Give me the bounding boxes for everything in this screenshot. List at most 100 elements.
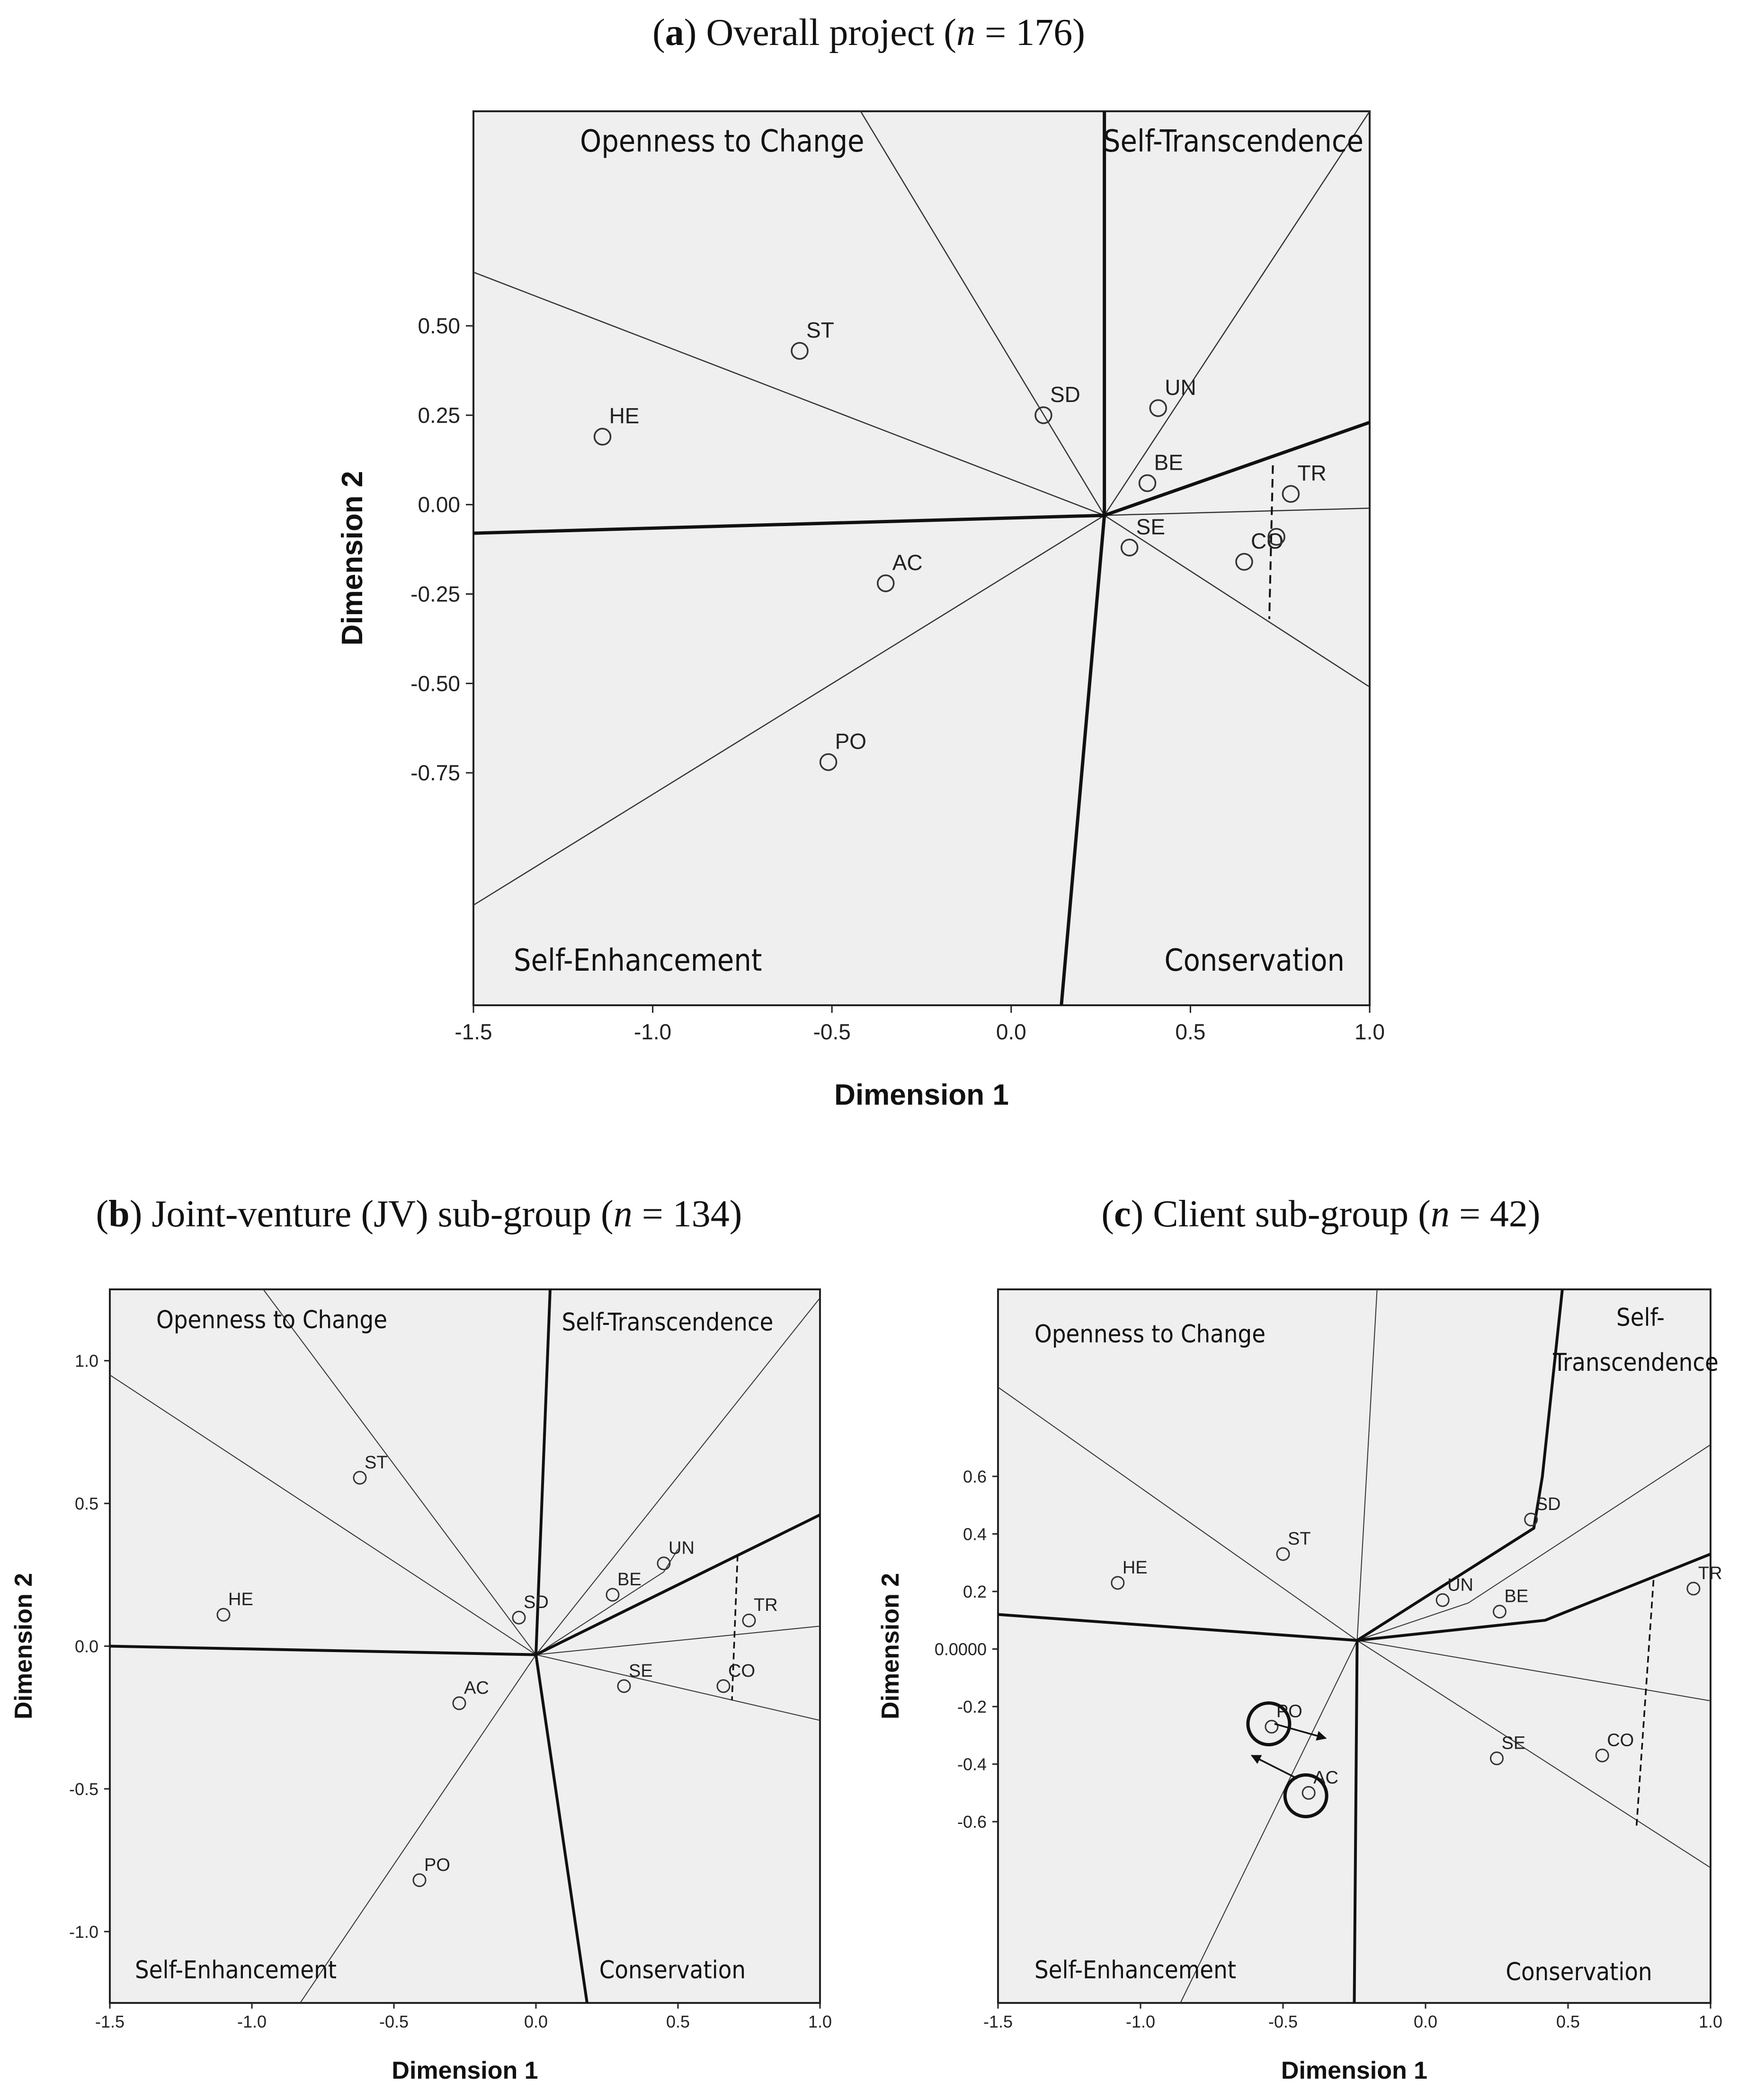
point-label-st: ST <box>1288 1529 1311 1549</box>
dashed-boundary <box>731 1555 739 1701</box>
point-ac <box>877 574 895 592</box>
boundary-line <box>998 1386 1358 1641</box>
point-ac <box>1301 1786 1316 1800</box>
point-label-he: HE <box>228 1590 253 1609</box>
plot-area <box>472 110 1371 1006</box>
point-sd <box>1524 1512 1538 1527</box>
quadrant-line <box>1357 1553 1711 1642</box>
quadrant-line <box>535 1654 588 2003</box>
y-axis-label: Dimension 2 <box>10 1573 37 1719</box>
quadrant-line <box>473 513 1105 535</box>
y-tick-label: 0.0000 <box>935 1640 987 1659</box>
x-tick-label: -1.5 <box>455 1019 492 1044</box>
point-st <box>791 342 809 360</box>
point-label-se: SE <box>1502 1733 1526 1753</box>
boundary-line <box>1104 508 1370 516</box>
point-label-co: CO <box>728 1661 755 1681</box>
x-tick-label: 1.0 <box>1699 2012 1722 2031</box>
point-label-sd: SD <box>524 1592 549 1612</box>
y-axis-label: Dimension 2 <box>877 1573 904 1719</box>
y-tick-label: 1.0 <box>75 1351 98 1371</box>
point-label-sd: SD <box>1536 1494 1561 1514</box>
point-se <box>1120 538 1139 557</box>
quadrant-line <box>535 1513 820 1656</box>
point-label-po: PO <box>835 729 866 753</box>
x-tick-label: 1.0 <box>1355 1019 1385 1044</box>
boundary-line <box>1357 1444 1711 1641</box>
y-tick-label: -1.0 <box>69 1922 98 1941</box>
point-label-co: CO <box>1607 1730 1634 1750</box>
shift-arrow <box>1250 1754 1298 1779</box>
x-axis-label: Dimension 1 <box>392 2057 538 2084</box>
region-label: Openness to Change <box>580 124 865 159</box>
plot-lines <box>110 1289 820 2003</box>
point-label-un: UN <box>668 1538 695 1558</box>
y-tick-label: 0.4 <box>963 1525 987 1544</box>
point-label-st: ST <box>365 1453 388 1473</box>
point-label-co: CO <box>1251 529 1283 554</box>
x-tick-label: 0.0 <box>996 1019 1026 1044</box>
quadrant-line <box>1356 1289 1564 1642</box>
quadrant-line <box>1060 515 1106 1005</box>
point-se <box>1490 1751 1504 1765</box>
x-tick-label: 0.0 <box>524 2012 548 2031</box>
y-tick-label: 0.00 <box>418 492 460 517</box>
y-tick-label: 0.6 <box>963 1467 987 1486</box>
chart-c: Openness to Change Self- Transcendence Self… <box>877 1288 1722 2084</box>
point-be <box>1493 1605 1507 1619</box>
boundary-line <box>535 1549 678 1655</box>
point-co <box>1235 553 1253 571</box>
y-axis-label: Dimension 2 <box>336 471 369 646</box>
point-sd <box>512 1610 526 1625</box>
boundary-line <box>1356 1640 1711 1868</box>
x-tick-label: 0.5 <box>1556 2012 1580 2031</box>
region-label: Conservation <box>1506 1958 1652 1986</box>
boundary-line <box>1104 111 1370 516</box>
y-tick-label: -0.25 <box>410 582 460 607</box>
boundary-line <box>263 1289 536 1655</box>
point-he <box>593 428 612 446</box>
point-co <box>716 1679 731 1693</box>
region-label: Transcendence <box>1552 1349 1719 1377</box>
quadrant-line <box>1353 1640 1359 2003</box>
point-label-po: PO <box>424 1855 450 1875</box>
x-tick-label: 0.5 <box>666 2012 690 2031</box>
x-tick-label: -1.5 <box>95 2012 125 2031</box>
region-label: Self- <box>1616 1304 1665 1332</box>
x-tick-label: -1.0 <box>1126 2012 1155 2031</box>
point-he <box>216 1608 231 1622</box>
region-label: Openness to Change <box>1034 1320 1266 1349</box>
point-sd <box>1034 406 1052 424</box>
point-ac <box>452 1696 466 1710</box>
point-label-un: UN <box>1447 1575 1473 1595</box>
x-axis-label: Dimension 1 <box>1281 2057 1427 2084</box>
y-tick-label: -0.6 <box>957 1812 987 1832</box>
boundary-line <box>1104 515 1370 688</box>
point-label-be: BE <box>1505 1587 1529 1607</box>
point-label-tr: TR <box>1297 461 1326 485</box>
y-tick-label: 0.5 <box>75 1494 98 1513</box>
x-tick-label: -1.0 <box>237 2012 267 2031</box>
quadrant-line <box>535 1289 552 1655</box>
region-label: Openness to Change <box>156 1306 387 1334</box>
highlight-circle-ac <box>1283 1773 1328 1818</box>
x-tick-label: 0.0 <box>1414 2012 1437 2031</box>
region-label: Conservation <box>599 1956 746 1984</box>
point-be <box>606 1588 620 1602</box>
x-tick-label: 0.5 <box>1175 1019 1205 1044</box>
dashed-boundary <box>1635 1580 1655 1828</box>
quadrant-line <box>1104 420 1370 517</box>
y-tick-label: -0.2 <box>957 1697 987 1716</box>
point-label-se: SE <box>629 1661 653 1681</box>
point-po <box>412 1873 427 1887</box>
point-tr <box>1282 485 1300 503</box>
point-st <box>353 1471 367 1485</box>
boundary-line <box>110 1375 536 1655</box>
boundary-line <box>300 1654 536 2003</box>
plot-lines <box>473 111 1370 1005</box>
point-co <box>1595 1748 1609 1762</box>
point-label-he: HE <box>609 403 640 428</box>
plot-lines <box>998 1289 1711 2003</box>
boundary-line <box>860 111 1105 516</box>
